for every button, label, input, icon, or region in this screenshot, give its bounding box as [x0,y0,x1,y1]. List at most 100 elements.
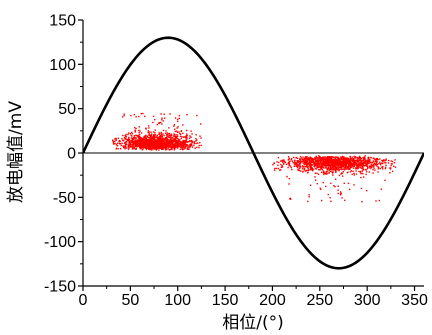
scatter-point [175,141,177,143]
axes [78,19,424,291]
scatter-point [138,135,141,138]
scatter-point [331,161,334,163]
scatter-point [294,163,296,166]
scatter-point [180,144,182,146]
scatter-point [329,167,331,169]
scatter-point [183,140,186,143]
scatter-point [330,161,332,163]
scatter-point [191,146,194,148]
scatter-point [322,167,325,169]
scatter-point [323,160,325,162]
scatter-point [344,166,346,169]
scatter-point [121,142,123,144]
scatter-point [377,158,379,161]
scatter-point [112,139,114,142]
scatter-point [281,159,284,161]
scatter-point [332,163,335,165]
scatter-point [324,157,326,160]
scatter-point [133,136,136,139]
scatter-point [350,166,352,169]
scatter-point [160,133,163,135]
scatter-point [131,141,133,144]
scatter-point [159,138,161,140]
scatter-point [326,159,328,162]
scatter-point [283,160,286,162]
scatter-point [115,139,117,142]
scatter-point [129,140,132,142]
scatter-point [143,138,146,140]
scatter-point [373,161,375,163]
scatter-point [350,170,353,172]
scatter-point [375,164,377,166]
scatter-point [385,166,387,169]
scatter-point [155,136,158,138]
scatter-point [180,146,183,148]
scatter-point [315,164,317,167]
scatter-point [150,133,153,135]
x-tick-label: 300 [354,292,381,309]
scatter-point [312,159,315,162]
scatter-point [157,147,159,149]
scatter-point [182,145,185,147]
scatter-point [331,172,334,174]
scatter-point [167,144,170,147]
scatter-point [123,114,125,117]
scatter-point [366,160,369,162]
scatter-point [351,163,353,166]
scatter-point [145,147,147,149]
scatter-point [346,157,348,160]
scatter-point [303,165,305,167]
scatter-point [184,140,187,143]
scatter-point [174,128,176,130]
scatter-point [155,145,157,147]
scatter-point [306,169,308,172]
scatter-point [323,171,325,173]
scatter-point [321,171,323,174]
scatter-point [338,159,340,161]
scatter-point [302,162,305,165]
scatter-point [112,141,115,144]
scatter-point [149,134,151,137]
scatter-point [314,161,316,164]
scatter-point [393,165,395,167]
scatter-point [199,141,201,144]
scatter-point [182,143,185,145]
scatter-point [309,163,312,165]
scatter-point [338,157,340,160]
scatter-point [295,162,297,164]
scatter-point [327,168,329,170]
scatter-point [169,113,171,115]
scatter-point [182,144,184,147]
scatter-point [315,157,317,159]
scatter-point [313,166,316,168]
scatter-point [144,136,146,138]
scatter-point [134,137,136,139]
scatter-point [145,141,147,143]
scatter-point [167,133,170,135]
scatter-point [159,144,162,146]
scatter-point [169,140,171,143]
scatter-point [135,141,138,143]
scatter-point [377,166,379,168]
scatter-point [128,144,131,147]
scatter-point [302,159,305,162]
scatter-point [184,146,187,148]
scatter-point [168,143,171,146]
scatter-point [181,147,183,150]
scatter-point [172,136,174,139]
scatter-point [296,157,299,160]
y-tick-label: 150 [49,13,76,30]
scatter-point [185,139,187,141]
scatter-point [341,197,343,199]
scatter-point [176,141,179,143]
scatter-point [343,162,346,165]
scatter-point [145,127,147,129]
scatter-point [177,144,180,147]
scatter-point [305,157,308,159]
scatter-point [125,141,127,143]
scatter-point [324,167,326,169]
scatter-point [159,145,161,147]
scatter-point [171,145,173,148]
scatter-point [328,169,330,172]
scatter-point [282,160,284,162]
